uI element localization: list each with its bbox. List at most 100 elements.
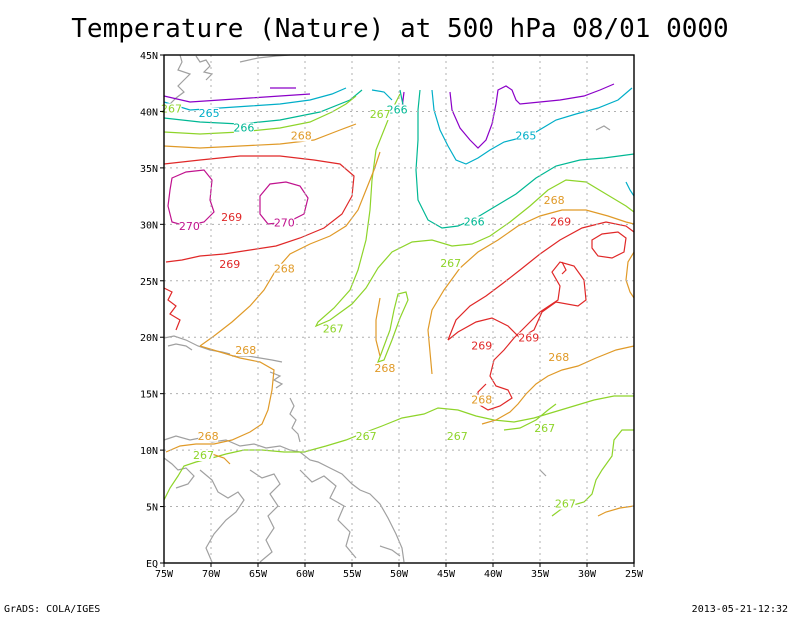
contour-label-bg (518, 332, 539, 344)
contour-label-bg (440, 258, 461, 270)
x-tick-label: 50W (390, 569, 409, 580)
contour-label: 267 (161, 102, 182, 115)
contour-268-south (597, 505, 635, 517)
contour-label-bg (387, 104, 408, 116)
y-tick-label: 40N (140, 107, 158, 118)
contour-266-east (415, 89, 635, 229)
contour-268-se (481, 345, 635, 425)
y-tick-label: 35N (140, 164, 158, 175)
contour-265-mid (371, 89, 393, 101)
x-tick-label: 70W (202, 569, 221, 580)
contour-label: 265 (199, 107, 220, 120)
contour-267-wide (314, 93, 635, 328)
contour-267-loop (503, 403, 557, 431)
contour-label: 270 (179, 220, 200, 233)
x-tick-label: 45W (437, 569, 456, 580)
contour-264-trough (449, 83, 615, 149)
contour-268-w2 (165, 345, 275, 453)
x-tick-label: 65W (249, 569, 268, 580)
y-axis-ticks: EQ 5N 10N 15N 20N 25N 30N 35N 40N 45N (140, 51, 164, 570)
x-axis-ticks: 75W 70W 65W 60W 55W 50W 45W 40W 35W 30W 25W (155, 563, 644, 580)
contour-270-west (167, 169, 215, 227)
contour-label-bg (447, 430, 468, 442)
y-tick-label: 25N (140, 277, 158, 288)
y-tick-label: 20N (140, 333, 158, 344)
contour-label-bg (193, 450, 214, 462)
contour-label-bg (534, 422, 555, 434)
y-tick-label: 5N (146, 503, 158, 514)
contour-label-bg (235, 345, 256, 357)
contour-label: 269 (518, 332, 539, 345)
contour-label-bg (221, 211, 242, 223)
contour-label-bg (464, 216, 485, 228)
contour-label-bg (550, 216, 571, 228)
x-tick-label: 40W (484, 569, 503, 580)
contour-267-south (163, 395, 634, 501)
contour-269-tiny (561, 261, 567, 275)
contour-label-bg (548, 351, 569, 363)
contour-269-south (447, 261, 587, 411)
y-tick-label: 45N (140, 51, 158, 62)
contour-label: 269 (550, 215, 571, 228)
y-tick-label: 30N (140, 220, 158, 231)
contour-label-bg (274, 263, 295, 275)
y-tick-label: 10N (140, 446, 158, 457)
contour-label: 270 (274, 216, 295, 229)
y-tick-label: EQ (146, 559, 158, 570)
contour-label: 267 (440, 257, 461, 270)
contour-label: 266 (233, 122, 254, 135)
contour-label-bg (323, 323, 344, 335)
contour-270-mid (259, 181, 309, 225)
contour-label: 266 (387, 104, 408, 117)
contour-label: 269 (221, 211, 242, 224)
contour-268-east (427, 209, 635, 375)
contour-266-west (163, 89, 363, 125)
contour-label-bg (198, 430, 219, 442)
contour-264-west (163, 93, 311, 103)
contour-label: 268 (274, 263, 295, 276)
contour-label-bg (219, 259, 240, 271)
contour-269-west (163, 155, 355, 263)
contour-268-north (163, 123, 357, 149)
x-tick-label: 30W (578, 569, 597, 580)
contour-label-bg (370, 109, 391, 121)
contour-label: 269 (471, 340, 492, 353)
contour-label: 268 (544, 194, 565, 207)
coastlines (163, 54, 611, 563)
contour-label-bg (471, 340, 492, 352)
contour-label-bg (233, 122, 254, 134)
contour-label-bg (374, 363, 395, 375)
contour-label: 269 (219, 258, 240, 271)
contour-label-bg (291, 130, 312, 142)
x-tick-label: 35W (531, 569, 550, 580)
contour-label-bg (274, 217, 295, 229)
contour-label: 267 (555, 498, 576, 511)
contour-268-right (625, 251, 635, 299)
contour-269-east (447, 221, 635, 341)
x-tick-label: 60W (296, 569, 315, 580)
y-tick-label: 15N (140, 390, 158, 401)
contour-label: 268 (548, 351, 569, 364)
contour-label: 268 (198, 430, 219, 443)
contour-268-west (199, 151, 381, 347)
contour-label: 267 (323, 323, 344, 336)
footer-credit: GrADS: COLA/IGES (4, 604, 101, 615)
contour-label-bg (179, 220, 200, 232)
map-title: Temperature (Nature) at 500 hPa 08/01 00… (71, 14, 729, 44)
contour-269-sw (163, 287, 181, 331)
contour-label: 266 (464, 215, 485, 228)
contour-label: 268 (291, 130, 312, 143)
footer-timestamp: 2013-05-21-12:32 (691, 604, 788, 615)
contour-label: 267 (356, 430, 377, 443)
contour-265-west (163, 87, 347, 111)
contour-label-bg (515, 130, 536, 142)
contour-label: 267 (534, 422, 555, 435)
contour-label: 268 (235, 344, 256, 357)
contour-268-island (375, 297, 381, 357)
contour-265-blob (625, 181, 635, 197)
contour-267-north (163, 95, 357, 135)
contour-label: 268 (471, 394, 492, 407)
x-tick-label: 55W (343, 569, 362, 580)
